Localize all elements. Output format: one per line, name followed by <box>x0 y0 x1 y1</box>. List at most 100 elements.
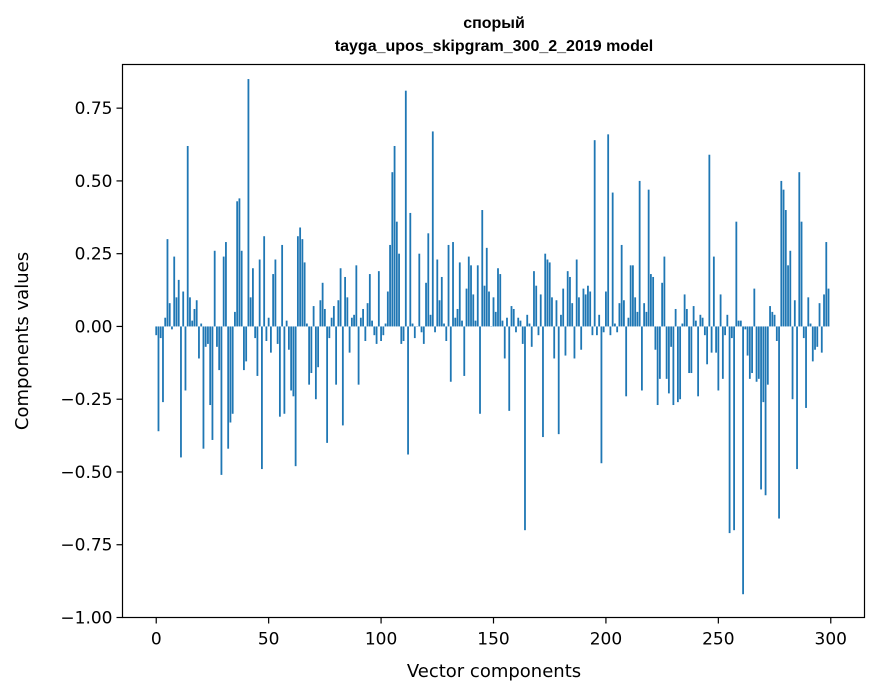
bar-component-268 <box>757 326 760 379</box>
bar-component-174 <box>546 259 549 327</box>
bar-component-72 <box>317 326 320 368</box>
bars-group <box>155 79 830 595</box>
x-tick-label: 200 <box>590 630 622 650</box>
bar-component-182 <box>564 326 567 356</box>
bar-component-253 <box>724 326 726 336</box>
bar-component-175 <box>548 262 551 327</box>
bar-component-221 <box>652 276 655 327</box>
bar-component-206 <box>618 303 621 327</box>
bar-component-237 <box>688 326 691 374</box>
bar-component-234 <box>681 323 684 327</box>
bar-component-58 <box>285 320 288 327</box>
bar-component-77 <box>328 326 331 339</box>
bar-component-120 <box>425 282 427 327</box>
bar-component-181 <box>562 288 565 327</box>
chart-title-word: спорый <box>463 15 525 32</box>
bar-component-269 <box>760 326 762 490</box>
x-tick-label: 100 <box>365 630 397 650</box>
bar-component-119 <box>422 326 425 344</box>
bar-component-275 <box>773 314 776 327</box>
bar-component-251 <box>719 294 722 327</box>
bar-component-144 <box>479 326 481 414</box>
bar-component-27 <box>216 326 218 347</box>
bar-component-25 <box>211 326 214 440</box>
bar-component-207 <box>620 244 623 327</box>
bar-component-143 <box>476 265 479 327</box>
bar-component-147 <box>485 247 488 327</box>
bar-component-101 <box>382 326 385 336</box>
bar-component-17 <box>193 308 196 327</box>
bar-component-165 <box>526 314 529 327</box>
bar-component-288 <box>802 326 805 339</box>
bar-component-55 <box>278 326 281 417</box>
bar-component-258 <box>735 221 738 327</box>
bar-component-108 <box>398 253 400 327</box>
bar-component-186 <box>573 326 576 359</box>
bar-component-266 <box>753 288 756 327</box>
bar-component-262 <box>744 326 747 330</box>
bar-component-81 <box>337 300 340 327</box>
bar-component-32 <box>227 326 230 449</box>
bar-component-29 <box>220 326 223 475</box>
bar-component-276 <box>775 326 778 341</box>
bar-component-60 <box>290 326 293 391</box>
bar-component-146 <box>483 285 486 327</box>
bar-component-93 <box>364 326 367 341</box>
bar-component-257 <box>733 326 735 531</box>
bar-component-40 <box>245 326 248 362</box>
bar-component-188 <box>578 297 580 327</box>
bar-component-99 <box>377 271 380 327</box>
bar-component-134 <box>456 308 459 327</box>
bar-component-230 <box>672 326 675 406</box>
bar-component-178 <box>555 300 558 327</box>
bar-component-104 <box>389 244 391 327</box>
bar-component-45 <box>256 326 259 376</box>
bar-component-19 <box>198 326 200 359</box>
bar-component-252 <box>721 326 724 379</box>
bar-component-189 <box>580 326 583 350</box>
bar-component-112 <box>407 326 409 455</box>
bar-component-71 <box>314 326 317 400</box>
bar-component-152 <box>497 268 499 327</box>
bar-component-200 <box>605 291 607 327</box>
bar-component-169 <box>535 285 538 327</box>
bar-component-291 <box>809 323 812 327</box>
bar-component-168 <box>533 271 535 327</box>
bar-component-124 <box>434 326 436 333</box>
bar-component-47 <box>261 326 263 470</box>
bar-component-105 <box>391 172 394 327</box>
bar-component-151 <box>494 311 497 327</box>
bar-component-145 <box>481 210 484 327</box>
x-tick-label: 250 <box>702 630 734 650</box>
bar-component-130 <box>447 244 450 327</box>
bar-component-289 <box>805 326 807 408</box>
bar-component-187 <box>575 259 578 327</box>
bar-component-123 <box>431 131 434 327</box>
bar-component-76 <box>326 326 329 443</box>
bar-component-33 <box>229 326 232 423</box>
bar-component-228 <box>667 326 670 394</box>
bar-component-48 <box>263 236 266 327</box>
x-tick-label: 150 <box>477 630 509 650</box>
bar-component-67 <box>305 323 308 327</box>
bar-component-183 <box>566 271 569 327</box>
bar-component-37 <box>238 198 241 327</box>
bar-component-197 <box>598 314 601 327</box>
bar-component-64 <box>299 227 302 327</box>
bar-component-294 <box>816 326 819 347</box>
bar-component-150 <box>492 297 495 327</box>
bar-component-135 <box>458 262 461 327</box>
bar-component-160 <box>515 326 517 333</box>
bar-component-260 <box>739 320 742 327</box>
bar-component-7 <box>171 326 173 330</box>
bar-component-203 <box>611 192 614 327</box>
bar-component-246 <box>708 154 711 327</box>
bar-component-12 <box>182 291 185 327</box>
bar-component-243 <box>701 317 704 327</box>
bar-component-218 <box>645 311 648 327</box>
y-tick-label: −0.75 <box>60 536 112 556</box>
bar-component-248 <box>712 256 715 327</box>
bar-component-88 <box>353 314 355 327</box>
bar-component-122 <box>429 314 432 327</box>
bar-component-79 <box>332 306 335 327</box>
